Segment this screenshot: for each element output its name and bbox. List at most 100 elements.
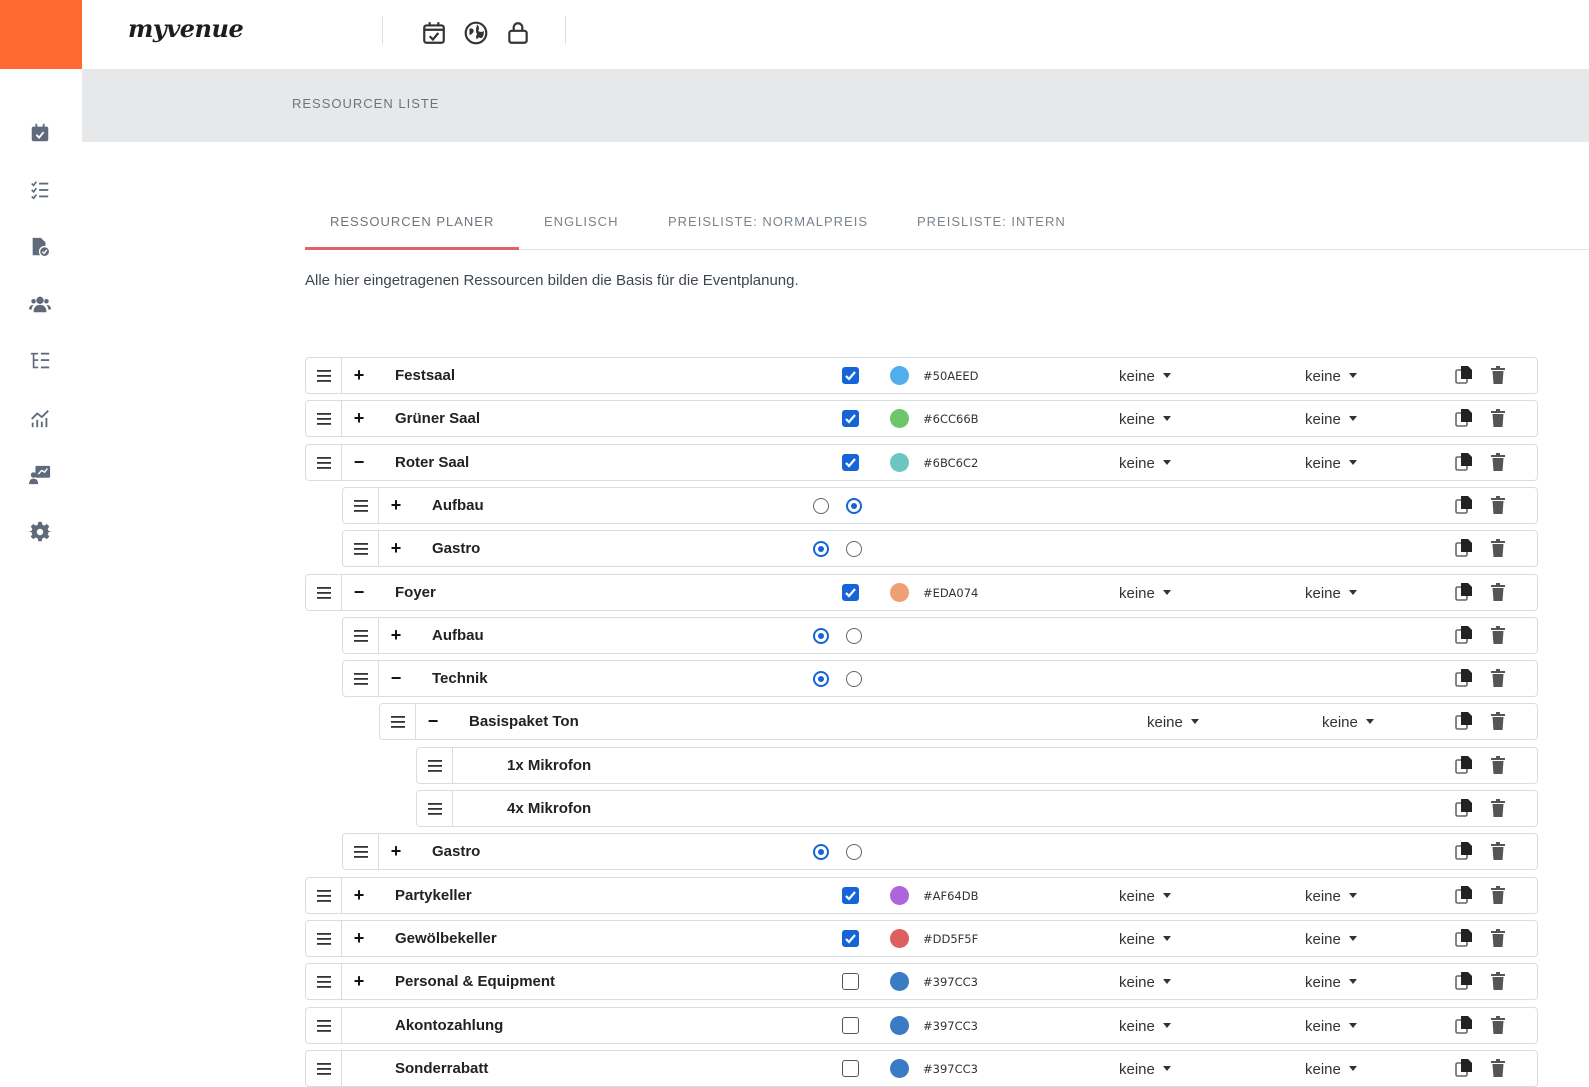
tab-ressourcen-planer[interactable]: RESSOURCEN PLANER	[330, 214, 495, 229]
radio-option-2[interactable]	[846, 541, 862, 557]
trash-icon[interactable]	[1488, 711, 1508, 731]
radio-option-2[interactable]	[846, 844, 862, 860]
active-checkbox[interactable]	[842, 930, 859, 947]
resource-row[interactable]: − Basispaket Ton keine keine	[379, 703, 1538, 740]
document-check-icon[interactable]	[29, 236, 51, 258]
expand-toggle[interactable]: +	[390, 625, 402, 645]
resource-row[interactable]: Sonderrabatt #397CC3 keine keine	[305, 1050, 1538, 1087]
drag-handle[interactable]	[306, 401, 342, 436]
copy-icon[interactable]	[1454, 841, 1474, 861]
expand-toggle[interactable]: +	[353, 928, 365, 948]
dropdown-primary[interactable]: keine	[1119, 585, 1171, 602]
dropdown-primary[interactable]: keine	[1119, 888, 1171, 905]
resource-row[interactable]: + Festsaal #50AEED keine keine	[305, 357, 1538, 394]
copy-icon[interactable]	[1454, 971, 1474, 991]
lock-icon[interactable]	[505, 20, 531, 46]
calendar-check-icon[interactable]	[421, 20, 447, 46]
drag-handle[interactable]	[380, 704, 416, 739]
trash-icon[interactable]	[1488, 798, 1508, 818]
active-checkbox[interactable]	[842, 454, 859, 471]
trash-icon[interactable]	[1488, 841, 1508, 861]
trash-icon[interactable]	[1488, 495, 1508, 515]
chart-icon[interactable]	[29, 407, 51, 429]
trash-icon[interactable]	[1488, 885, 1508, 905]
dropdown-secondary[interactable]: keine	[1305, 931, 1357, 948]
color-swatch[interactable]	[890, 583, 909, 602]
trash-icon[interactable]	[1488, 408, 1508, 428]
copy-icon[interactable]	[1454, 755, 1474, 775]
radio-option-1[interactable]	[813, 498, 829, 514]
radio-option-1[interactable]	[813, 844, 829, 860]
dropdown-secondary[interactable]: keine	[1305, 411, 1357, 428]
drag-handle[interactable]	[343, 661, 379, 696]
trash-icon[interactable]	[1488, 1058, 1508, 1078]
radio-option-2[interactable]	[846, 498, 862, 514]
resource-row[interactable]: + Gastro	[342, 833, 1538, 870]
resource-row[interactable]: + Personal & Equipment #397CC3 keine keine	[305, 963, 1538, 1000]
tab-preisliste-normalpreis[interactable]: PREISLISTE: NORMALPREIS	[668, 214, 868, 229]
expand-toggle[interactable]: +	[390, 841, 402, 861]
active-checkbox[interactable]	[842, 973, 859, 990]
drag-handle[interactable]	[306, 878, 342, 913]
resource-row[interactable]: + Gewölbekeller #DD5F5F keine keine	[305, 920, 1538, 957]
copy-icon[interactable]	[1454, 625, 1474, 645]
active-checkbox[interactable]	[842, 367, 859, 384]
drag-handle[interactable]	[306, 358, 342, 393]
users-icon[interactable]	[29, 293, 51, 315]
color-swatch[interactable]	[890, 1016, 909, 1035]
copy-icon[interactable]	[1454, 885, 1474, 905]
gear-icon[interactable]	[29, 521, 51, 543]
copy-icon[interactable]	[1454, 1015, 1474, 1035]
resource-row[interactable]: + Aufbau	[342, 617, 1538, 654]
color-swatch[interactable]	[890, 409, 909, 428]
trash-icon[interactable]	[1488, 538, 1508, 558]
color-swatch[interactable]	[890, 453, 909, 472]
dropdown-primary[interactable]: keine	[1147, 714, 1199, 731]
color-swatch[interactable]	[890, 929, 909, 948]
resource-row[interactable]: + Partykeller #AF64DB keine keine	[305, 877, 1538, 914]
resource-row[interactable]: 4x Mikrofon	[416, 790, 1538, 827]
resource-row[interactable]: 1x Mikrofon	[416, 747, 1538, 784]
trash-icon[interactable]	[1488, 625, 1508, 645]
expand-toggle[interactable]: +	[353, 408, 365, 428]
dropdown-secondary[interactable]: keine	[1305, 455, 1357, 472]
resource-row[interactable]: − Foyer #EDA074 keine keine	[305, 574, 1538, 611]
drag-handle[interactable]	[417, 791, 453, 826]
drag-handle[interactable]	[343, 488, 379, 523]
trash-icon[interactable]	[1488, 668, 1508, 688]
copy-icon[interactable]	[1454, 408, 1474, 428]
radio-option-1[interactable]	[813, 628, 829, 644]
globe-icon[interactable]	[463, 20, 489, 46]
drag-handle[interactable]	[306, 921, 342, 956]
expand-toggle[interactable]: +	[390, 538, 402, 558]
dropdown-primary[interactable]: keine	[1119, 411, 1171, 428]
dropdown-secondary[interactable]: keine	[1305, 1018, 1357, 1035]
drag-handle[interactable]	[306, 964, 342, 999]
dropdown-secondary[interactable]: keine	[1305, 368, 1357, 385]
active-checkbox[interactable]	[842, 1060, 859, 1077]
collapse-toggle[interactable]: −	[353, 582, 365, 602]
drag-handle[interactable]	[343, 618, 379, 653]
trash-icon[interactable]	[1488, 928, 1508, 948]
dropdown-secondary[interactable]: keine	[1305, 888, 1357, 905]
copy-icon[interactable]	[1454, 538, 1474, 558]
dropdown-primary[interactable]: keine	[1119, 931, 1171, 948]
tree-list-icon[interactable]	[29, 350, 51, 372]
tab-preisliste-intern[interactable]: PREISLISTE: INTERN	[917, 214, 1066, 229]
app-logo[interactable]: myvenue	[128, 14, 244, 43]
copy-icon[interactable]	[1454, 582, 1474, 602]
color-swatch[interactable]	[890, 366, 909, 385]
active-checkbox[interactable]	[842, 584, 859, 601]
color-swatch[interactable]	[890, 886, 909, 905]
collapse-toggle[interactable]: −	[353, 452, 365, 472]
dropdown-secondary[interactable]: keine	[1305, 1061, 1357, 1078]
resource-row[interactable]: + Grüner Saal #6CC66B keine keine	[305, 400, 1538, 437]
dropdown-secondary[interactable]: keine	[1305, 974, 1357, 991]
drag-handle[interactable]	[306, 1051, 342, 1086]
resource-row[interactable]: − Roter Saal #6BC6C2 keine keine	[305, 444, 1538, 481]
copy-icon[interactable]	[1454, 495, 1474, 515]
expand-toggle[interactable]: +	[353, 885, 365, 905]
resource-row[interactable]: + Gastro	[342, 530, 1538, 567]
expand-toggle[interactable]: +	[353, 365, 365, 385]
drag-handle[interactable]	[306, 445, 342, 480]
